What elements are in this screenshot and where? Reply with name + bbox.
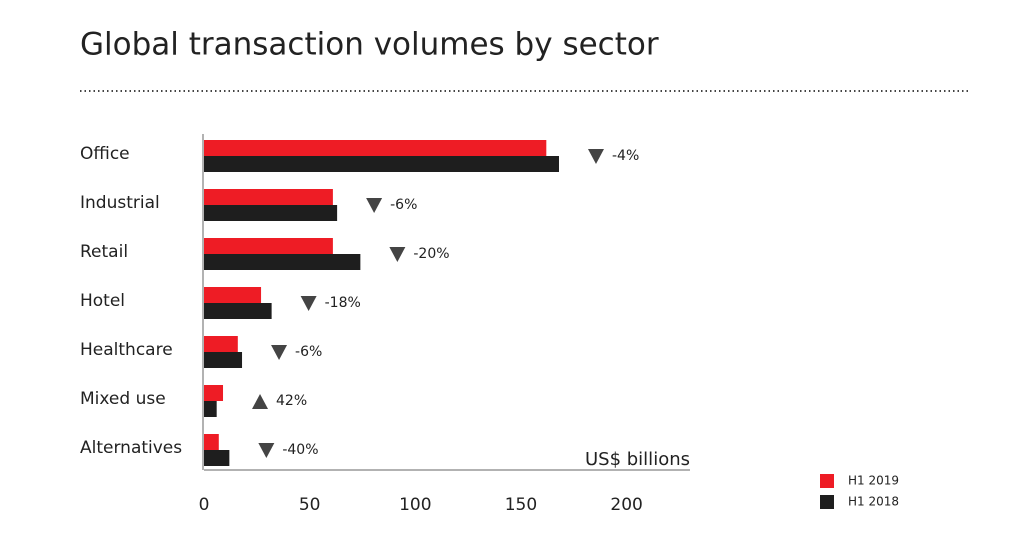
chart-title: Global transaction volumes by sector <box>80 27 659 63</box>
x-tick-label: 200 <box>610 495 642 515</box>
change-label: 42% <box>276 393 307 409</box>
change-label: -40% <box>282 442 318 458</box>
axis-label: US$ billions <box>585 449 690 470</box>
change-label: -6% <box>295 344 322 360</box>
x-tick-label: 100 <box>399 495 431 515</box>
y-tick-label: Alternatives <box>80 438 182 458</box>
bar <box>204 189 333 205</box>
change-label: -6% <box>390 197 417 213</box>
bar <box>204 303 272 319</box>
bar <box>204 205 338 221</box>
y-tick-label: Healthcare <box>80 340 173 360</box>
bar <box>204 287 262 303</box>
y-tick-label: Hotel <box>80 291 125 311</box>
legend-label: H1 2018 <box>848 495 899 509</box>
change-arrow <box>252 394 269 409</box>
legend-swatch <box>820 495 834 509</box>
change-arrow <box>258 443 275 458</box>
change-label: -4% <box>612 148 639 164</box>
x-tick-label: 0 <box>199 495 210 515</box>
bar <box>204 238 333 254</box>
legend-swatch <box>820 474 834 488</box>
bar <box>204 352 243 368</box>
y-tick-label: Industrial <box>80 193 160 213</box>
bar <box>204 254 361 270</box>
x-tick-label: 150 <box>505 495 537 515</box>
bar <box>204 434 219 450</box>
change-arrow <box>587 149 604 164</box>
change-arrow <box>366 198 383 213</box>
bar <box>204 385 224 401</box>
bar <box>204 156 559 172</box>
change-arrow <box>389 247 406 262</box>
change-arrow <box>300 296 317 311</box>
change-label: -18% <box>325 295 361 311</box>
bar <box>204 401 217 417</box>
change-label: -20% <box>413 246 449 262</box>
x-tick-label: 50 <box>299 495 321 515</box>
bar <box>204 140 547 156</box>
change-arrow <box>271 345 288 360</box>
y-tick-label: Mixed use <box>80 389 166 409</box>
y-tick-label: Office <box>80 144 130 164</box>
legend-label: H1 2019 <box>848 474 899 488</box>
bar <box>204 336 238 352</box>
bar <box>204 450 230 466</box>
y-tick-label: Retail <box>80 242 128 262</box>
